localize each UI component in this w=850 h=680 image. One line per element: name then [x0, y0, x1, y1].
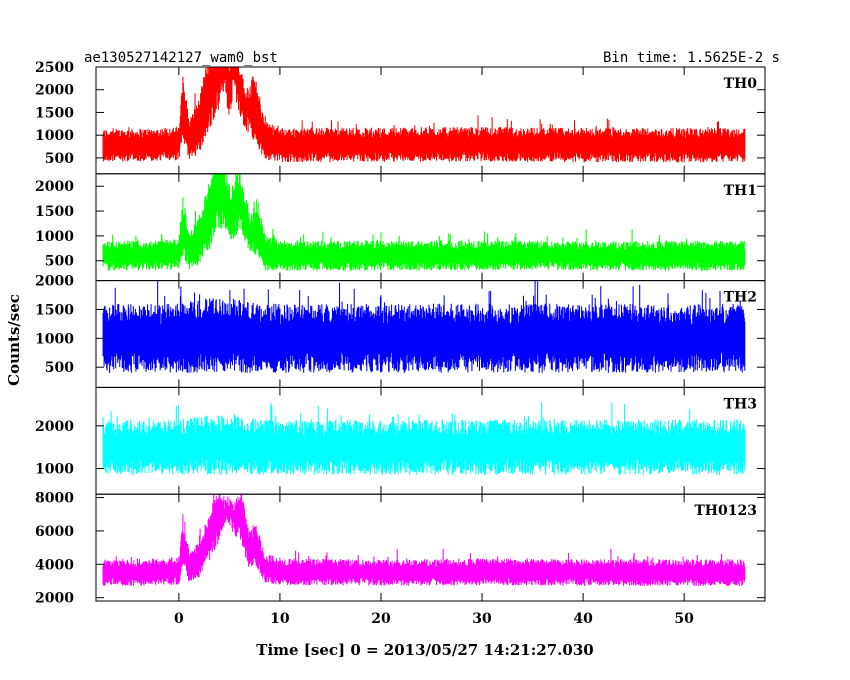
y-tick-label: 2000	[35, 179, 74, 195]
series-trace-th0	[102, 67, 746, 163]
panel-frame	[95, 493, 766, 602]
y-tick-label: 4000	[35, 557, 74, 573]
x-tick-label: 20	[371, 611, 391, 627]
y-tick-label: 500	[45, 254, 74, 270]
y-tick-label: 2500	[35, 60, 74, 76]
panel-label: TH0	[724, 76, 758, 92]
x-tick-label: 10	[270, 611, 290, 627]
x-tick-label: 30	[472, 611, 492, 627]
x-axis-label: Time [sec] 0 = 2013/05/27 14:21:27.030	[256, 641, 593, 659]
series-trace-th1	[102, 173, 746, 271]
y-tick-label: 1500	[35, 302, 74, 318]
y-tick-label: 1000	[35, 229, 74, 245]
panel-th2: 500 1000 1500 2000 TH2	[35, 274, 766, 388]
y-axis-label: Counts/sec	[5, 294, 23, 386]
x-tick-label: 40	[573, 611, 593, 627]
bin-time-label: Bin time: 1.5625E-2 s	[603, 50, 780, 66]
panel-label: TH1	[724, 183, 757, 199]
y-tick-label: 1500	[35, 204, 74, 220]
y-tick-label: 500	[45, 360, 74, 376]
y-tick-label: 2000	[35, 591, 74, 607]
y-tick-label: 8000	[35, 491, 74, 507]
panel-th0123: 2000 4000 6000 8000 TH0123	[35, 491, 766, 607]
x-tick-label: 50	[674, 611, 694, 627]
y-tick-label: 2000	[35, 274, 74, 290]
chart-title: ae130527142127_wam0_bst	[84, 50, 278, 66]
y-tick-label: 1500	[35, 105, 74, 121]
y-tick-label: 1000	[35, 128, 74, 144]
y-tick-label: 6000	[35, 524, 74, 540]
y-tick-label: 500	[45, 151, 74, 167]
y-tick-label: 1000	[35, 331, 74, 347]
series-trace-th0123	[102, 494, 746, 586]
panel-th0: 500 1000 1500 2000 2500 TH0	[35, 60, 766, 175]
panel-th1: 500 1000 1500 2000 TH1	[35, 173, 766, 282]
y-tick-label: 1000	[35, 462, 74, 478]
y-tick-label: 2000	[35, 83, 74, 99]
panel-label: TH0123	[694, 503, 757, 519]
panel-th3: 1000 2000 TH3	[35, 386, 766, 495]
panel-label: TH2	[724, 290, 757, 306]
panel-label: TH3	[724, 396, 757, 412]
y-tick-label: 2000	[35, 419, 74, 435]
x-tick-label: 0	[174, 611, 184, 627]
series-trace-th3	[102, 402, 746, 475]
series-trace-th2	[102, 280, 746, 373]
